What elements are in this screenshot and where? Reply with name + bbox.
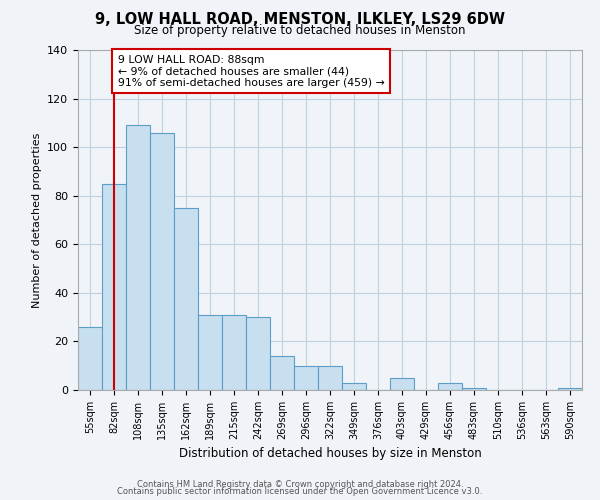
Bar (438, 382, 462, 390)
Text: Size of property relative to detached houses in Menston: Size of property relative to detached ho… (134, 24, 466, 37)
Bar (222, 314, 246, 390)
Bar (318, 366, 342, 390)
X-axis label: Distribution of detached houses by size in Menston: Distribution of detached houses by size … (179, 448, 481, 460)
Bar (78, 327, 102, 390)
Bar (126, 126, 150, 390)
Text: Contains public sector information licensed under the Open Government Licence v3: Contains public sector information licen… (118, 487, 482, 496)
Bar (294, 366, 318, 390)
Bar (270, 356, 294, 390)
Bar (246, 317, 270, 390)
Bar (342, 382, 366, 390)
Text: 9, LOW HALL ROAD, MENSTON, ILKLEY, LS29 6DW: 9, LOW HALL ROAD, MENSTON, ILKLEY, LS29 … (95, 12, 505, 28)
Bar (198, 314, 222, 390)
Bar (390, 378, 414, 390)
Y-axis label: Number of detached properties: Number of detached properties (32, 132, 41, 308)
Text: Contains HM Land Registry data © Crown copyright and database right 2024.: Contains HM Land Registry data © Crown c… (137, 480, 463, 489)
Bar (558, 388, 582, 390)
Bar (102, 184, 126, 390)
Bar (462, 388, 486, 390)
Bar (174, 208, 198, 390)
Text: 9 LOW HALL ROAD: 88sqm
← 9% of detached houses are smaller (44)
91% of semi-deta: 9 LOW HALL ROAD: 88sqm ← 9% of detached … (118, 55, 385, 88)
Bar (150, 132, 174, 390)
